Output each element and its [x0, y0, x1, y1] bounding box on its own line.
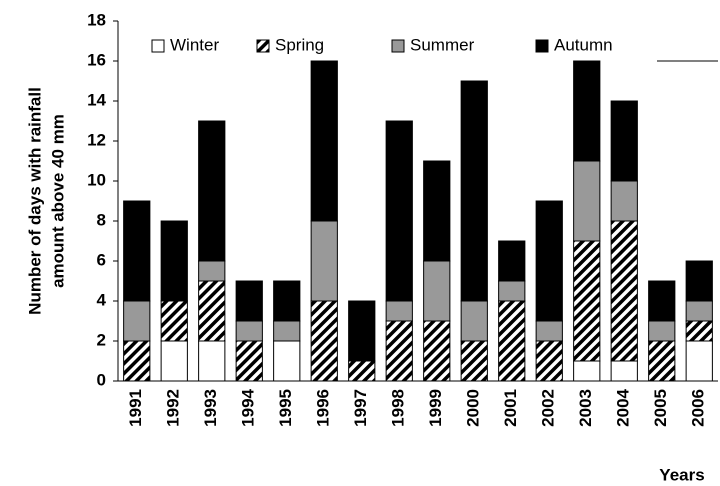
- bar-segment: [423, 320, 451, 382]
- bar-segment: [610, 180, 638, 222]
- bar-segment: [123, 300, 151, 342]
- x-tick-label: 2003: [576, 389, 595, 427]
- legend-label: Spring: [275, 35, 324, 54]
- x-tick-label: 1999: [426, 389, 445, 427]
- bar-segment: [648, 320, 676, 342]
- bar-segment: [348, 300, 376, 362]
- bar-segment: [235, 320, 263, 342]
- bar-segment: [498, 280, 526, 302]
- bar-segment: [423, 260, 451, 322]
- x-tick-label: 2005: [651, 389, 670, 427]
- bar-segment: [685, 320, 713, 342]
- bar-segment: [310, 220, 338, 302]
- bar-segment: [648, 280, 676, 322]
- bar-segment: [160, 340, 188, 382]
- bar-segment: [310, 60, 338, 222]
- x-tick-label: 2001: [501, 389, 520, 427]
- x-tick-label: 1993: [201, 389, 220, 427]
- bar-segment: [535, 320, 563, 342]
- y-tick-label: 12: [87, 130, 106, 149]
- x-tick-label: 1995: [276, 389, 295, 427]
- bar-segment: [385, 300, 413, 322]
- bar-segment: [535, 200, 563, 322]
- bar-segment: [273, 320, 301, 342]
- legend-label: Winter: [170, 35, 219, 54]
- x-tick-label: 1992: [164, 389, 183, 427]
- bar-segment: [123, 200, 151, 302]
- legend-swatch: [391, 39, 405, 53]
- bar-segment: [160, 220, 188, 302]
- x-tick-label: 2000: [464, 389, 483, 427]
- x-axis-title: Years: [659, 465, 704, 484]
- bar-segment: [198, 260, 226, 282]
- x-tick-label: 1997: [351, 389, 370, 427]
- x-tick-label: 2004: [614, 388, 633, 426]
- x-tick-label: 2002: [539, 389, 558, 427]
- y-axis-title: amount above 40 mm: [48, 114, 67, 288]
- bar-segment: [610, 360, 638, 382]
- bar-segment: [310, 300, 338, 382]
- bar-segment: [648, 340, 676, 382]
- bar-segment: [535, 340, 563, 382]
- bar-segment: [610, 220, 638, 362]
- y-axis-title: Number of days with rainfall: [25, 87, 44, 315]
- y-tick-label: 8: [97, 210, 106, 229]
- bar-segment: [685, 260, 713, 302]
- bar-segment: [385, 120, 413, 302]
- bar-segment: [498, 300, 526, 382]
- y-tick-label: 16: [87, 50, 106, 69]
- legend-label: Autumn: [554, 35, 613, 54]
- legend-label: Summer: [410, 35, 475, 54]
- y-tick-label: 2: [97, 330, 106, 349]
- bar-segment: [685, 300, 713, 322]
- bar-segment: [385, 320, 413, 382]
- bar-segment: [123, 340, 151, 382]
- bar-segment: [160, 300, 188, 342]
- bar-segment: [235, 280, 263, 322]
- y-tick-label: 10: [87, 170, 106, 189]
- bar-segment: [423, 160, 451, 262]
- y-tick-label: 4: [97, 290, 107, 309]
- y-tick-label: 6: [97, 250, 106, 269]
- bar-segment: [460, 80, 488, 302]
- bar-segment: [198, 280, 226, 342]
- bar-segment: [685, 340, 713, 382]
- bar-segment: [573, 160, 601, 242]
- bar-segment: [348, 360, 376, 382]
- x-tick-label: 1996: [314, 389, 333, 427]
- bar-segment: [198, 340, 226, 382]
- bar-segment: [573, 240, 601, 362]
- bar-segment: [610, 100, 638, 182]
- legend-swatch: [535, 39, 549, 53]
- legend-swatch: [151, 39, 165, 53]
- x-tick-label: 1994: [239, 388, 258, 426]
- bar-segment: [460, 340, 488, 382]
- bar-segment: [573, 360, 601, 382]
- x-tick-label: 2006: [689, 389, 708, 427]
- y-tick-label: 14: [87, 90, 106, 109]
- bar-segment: [460, 300, 488, 342]
- bar-segment: [498, 240, 526, 282]
- legend-swatch: [256, 39, 270, 53]
- y-tick-label: 18: [87, 10, 106, 29]
- bar-segment: [198, 120, 226, 262]
- x-tick-label: 1998: [389, 389, 408, 427]
- bar-segment: [573, 60, 601, 162]
- bar-segment: [273, 280, 301, 322]
- bar-segment: [273, 340, 301, 382]
- x-tick-label: 1991: [126, 389, 145, 427]
- y-tick-label: 0: [97, 370, 106, 389]
- bar-segment: [235, 340, 263, 382]
